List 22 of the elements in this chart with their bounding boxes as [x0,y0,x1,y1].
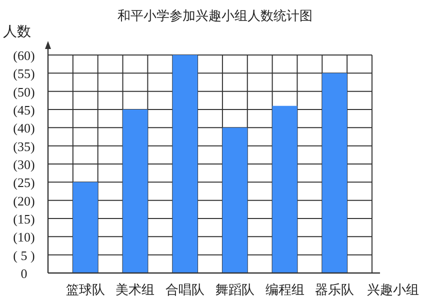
x-tick-label: 篮球队 [66,282,105,297]
y-tick-label: (50) [13,84,35,100]
y-tick-label: (45) [13,102,35,118]
y-tick-label: (10) [13,230,35,245]
y-tick-label: (55) [13,66,35,82]
chart-title: 和平小学参加兴趣小组人数统计图 [118,8,312,23]
y-tick-label: (20) [13,193,35,208]
x-tick-label: 美术组 [116,282,155,297]
x-axis-title: 兴趣小组 [367,282,419,297]
y-tick-label: (40) [13,120,35,136]
x-tick-label: 器乐队 [315,282,354,297]
y-tick-label: (60) [13,48,35,63]
y-tick-label: (15) [13,212,35,226]
y-tick-label: 0 [20,266,28,281]
x-tick-label: 舞蹈队 [215,282,254,297]
y-tick-label: (30) [13,157,35,172]
y-tick-label: (25) [13,175,35,190]
y-tick-label: ( 5 ) [13,248,35,263]
y-axis-title: 人数 [3,24,31,40]
x-tick-label: 合唱队 [166,282,205,297]
y-tick-label: (35) [13,138,35,154]
x-tick-label: 编程组 [265,282,304,297]
